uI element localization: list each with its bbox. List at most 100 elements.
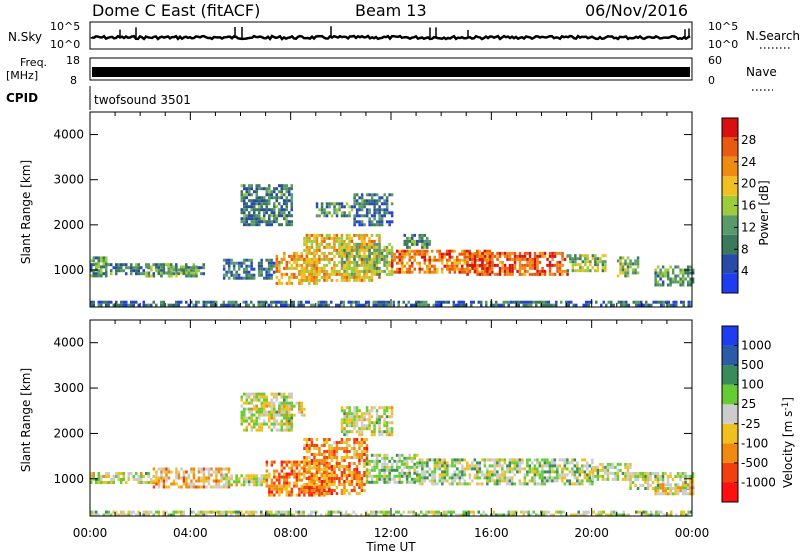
power-cell bbox=[345, 269, 349, 273]
vel-cell bbox=[298, 493, 301, 497]
vel-cell bbox=[345, 477, 349, 480]
vel-cell bbox=[293, 463, 296, 467]
power-cell bbox=[155, 263, 158, 267]
power-cell bbox=[533, 260, 537, 264]
power-cell bbox=[323, 211, 326, 215]
power-cell bbox=[523, 254, 527, 258]
vel-cell bbox=[358, 492, 361, 495]
vel-cell bbox=[308, 486, 311, 489]
vel-cell bbox=[546, 479, 549, 483]
vel-cell bbox=[516, 464, 519, 468]
power-cell bbox=[423, 245, 426, 249]
vel-cell bbox=[222, 474, 226, 478]
power-cell bbox=[453, 258, 456, 262]
power-cell bbox=[385, 251, 389, 255]
vel-cell bbox=[506, 464, 509, 468]
power-cell bbox=[600, 303, 603, 307]
vel-cell bbox=[473, 464, 477, 468]
vel-cell bbox=[372, 513, 375, 517]
power-colorbar-tick-label: 20 bbox=[741, 177, 756, 191]
power-cell bbox=[491, 263, 494, 267]
power-cell bbox=[150, 268, 153, 272]
vel-cell bbox=[345, 441, 349, 444]
power-cell bbox=[147, 303, 150, 307]
vel-cell bbox=[659, 475, 662, 478]
power-cell bbox=[142, 272, 145, 276]
vel-cell bbox=[378, 468, 381, 472]
power-cell bbox=[403, 242, 406, 246]
vel-cell bbox=[300, 484, 304, 488]
power-cell bbox=[267, 303, 270, 307]
vel-cell bbox=[350, 424, 354, 428]
vel-cell bbox=[152, 467, 156, 471]
power-cell bbox=[448, 252, 451, 256]
power-cell bbox=[263, 202, 266, 206]
power-cell bbox=[115, 269, 118, 273]
power-cell bbox=[328, 205, 331, 209]
vel-cell bbox=[518, 461, 522, 465]
power-cell bbox=[120, 269, 123, 273]
vel-cell bbox=[418, 464, 422, 468]
vel-cell bbox=[670, 510, 673, 514]
power-cell bbox=[360, 257, 364, 261]
power-cell bbox=[411, 233, 414, 237]
vel-cell bbox=[438, 473, 442, 477]
power-cell bbox=[122, 263, 125, 267]
vel-cell bbox=[387, 513, 390, 517]
power-cell bbox=[533, 263, 537, 267]
vel-cell bbox=[235, 474, 238, 478]
power-cell bbox=[313, 272, 316, 276]
power-cell bbox=[373, 199, 376, 203]
power-cell bbox=[408, 252, 411, 256]
vel-cell bbox=[385, 433, 389, 437]
power-cell bbox=[275, 281, 279, 285]
vel-cell bbox=[493, 470, 497, 474]
vel-cell bbox=[563, 473, 567, 477]
vel-cell bbox=[423, 479, 427, 483]
power-cell bbox=[510, 300, 513, 304]
vel-cell bbox=[626, 468, 630, 472]
power-cell bbox=[656, 274, 660, 278]
power-cell bbox=[360, 275, 364, 279]
power-cell bbox=[585, 300, 588, 304]
vel-cell bbox=[649, 475, 652, 478]
power-cell bbox=[308, 281, 311, 285]
vel-cell bbox=[278, 428, 281, 432]
power-cell bbox=[378, 251, 381, 255]
power-cell bbox=[135, 263, 138, 267]
vel-cell bbox=[493, 464, 497, 468]
vel-cell bbox=[388, 477, 391, 481]
power-cell bbox=[320, 239, 324, 243]
power-cell bbox=[636, 259, 640, 263]
power-cell bbox=[525, 300, 528, 304]
power-cell bbox=[280, 281, 284, 285]
power-cell bbox=[681, 283, 685, 287]
vel-cell bbox=[644, 478, 647, 481]
vel-cell bbox=[533, 470, 537, 474]
power-cell bbox=[343, 254, 346, 258]
power-cell bbox=[466, 255, 469, 259]
vel-cell bbox=[441, 482, 444, 486]
vel-cell bbox=[273, 410, 276, 414]
power-cell bbox=[290, 303, 293, 307]
power-cell bbox=[428, 242, 431, 246]
power-cell bbox=[446, 258, 449, 262]
power-cell bbox=[187, 271, 191, 275]
vel-cell bbox=[651, 487, 655, 490]
power-cell bbox=[303, 269, 306, 273]
vel-cell bbox=[365, 453, 369, 457]
power-cell bbox=[370, 214, 374, 218]
vel-cell bbox=[340, 477, 344, 480]
power-cell bbox=[571, 266, 575, 270]
power-cell bbox=[250, 267, 253, 271]
vel-cell bbox=[380, 415, 384, 419]
vel-cell bbox=[373, 430, 376, 434]
vel-cell bbox=[526, 461, 529, 465]
vel-cell bbox=[691, 475, 695, 478]
power-cell bbox=[333, 239, 336, 243]
vel-cell bbox=[285, 398, 288, 402]
power-cell bbox=[416, 249, 419, 253]
power-cell bbox=[418, 239, 421, 243]
vel-cell bbox=[290, 472, 294, 476]
power-cell bbox=[130, 272, 133, 276]
